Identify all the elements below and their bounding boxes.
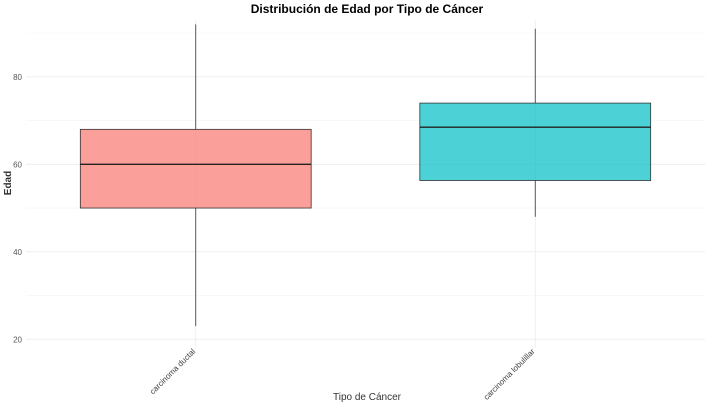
box	[419, 102, 652, 181]
chart-title: Distribución de Edad por Tipo de Cáncer	[251, 2, 484, 16]
x-tick-label: carcinoma lobulillar	[482, 347, 537, 402]
box-series	[79, 24, 652, 327]
y-tick-label: 80	[13, 73, 22, 82]
y-axis-ticks: 20 40 60 80	[13, 73, 22, 344]
y-tick-label: 20	[13, 335, 22, 344]
box	[79, 128, 312, 209]
y-axis-title: Edad	[3, 171, 14, 195]
x-tick-label: carcinoma ductal	[148, 347, 197, 396]
x-axis-title: Tipo de Cáncer	[333, 392, 402, 403]
y-tick-label: 40	[13, 248, 22, 257]
y-tick-label: 60	[13, 160, 22, 169]
